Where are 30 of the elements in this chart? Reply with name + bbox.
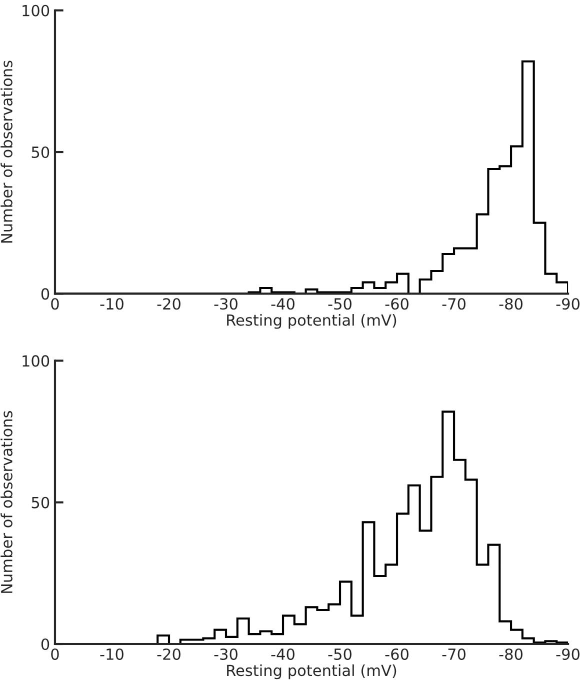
- x-tick-label: -50: [328, 648, 352, 660]
- y-tick-label: 0: [41, 638, 50, 650]
- y-tick-label: 50: [32, 496, 50, 508]
- x-axis-title: Resting potential (mV): [227, 314, 396, 329]
- x-tick-label: -30: [214, 298, 238, 310]
- y-axis-title: Number of observations: [0, 411, 12, 593]
- x-tick-label: -60: [385, 648, 408, 660]
- x-axis-title: Resting potential (mV): [227, 664, 396, 680]
- x-tick-label: -80: [499, 298, 522, 310]
- x-tick-label: -40: [271, 648, 294, 660]
- x-tick-label: -80: [499, 648, 522, 660]
- x-tick-label: -30: [214, 648, 238, 660]
- x-tick-label: -20: [157, 298, 180, 310]
- x-tick-label: -70: [442, 298, 466, 310]
- x-tick-label: 0: [51, 298, 59, 310]
- x-tick-label: 0: [51, 648, 59, 660]
- x-tick-label: -20: [157, 648, 180, 660]
- x-tick-label: -90: [556, 648, 580, 660]
- x-tick-label: -70: [442, 648, 466, 660]
- x-tick-label: -10: [100, 298, 124, 310]
- y-axis-title: Number of observations: [0, 60, 12, 243]
- y-tick-label: 100: [22, 4, 50, 16]
- x-tick-label: -50: [328, 298, 352, 310]
- y-tick-label: 0: [41, 288, 50, 300]
- x-tick-label: -10: [100, 648, 124, 660]
- y-tick-label: 50: [32, 146, 50, 158]
- y-tick-label: 100: [22, 355, 50, 367]
- x-tick-label: -40: [271, 298, 294, 310]
- x-tick-label: -60: [385, 298, 408, 310]
- x-tick-label: -90: [556, 298, 580, 310]
